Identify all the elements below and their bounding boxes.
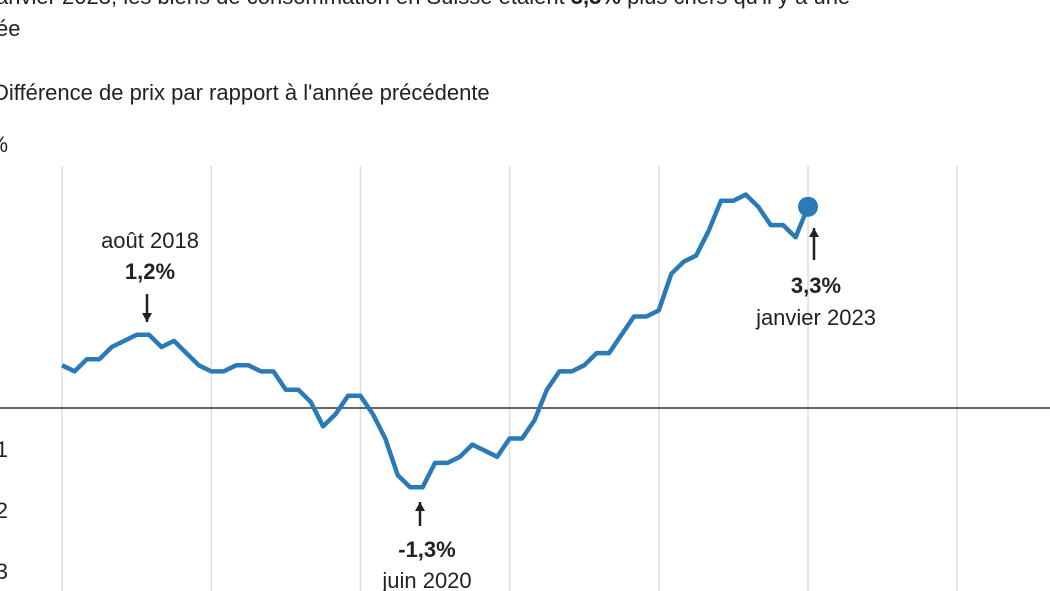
annotation-date: août 2018 <box>101 228 199 253</box>
annotation-value: -1,3% <box>398 537 455 562</box>
end-dot <box>798 196 819 217</box>
subtitle: Différence de prix par rapport à l'année… <box>0 80 490 105</box>
y-tick-label: -3 <box>0 559 8 584</box>
intro-text: ée <box>0 16 20 41</box>
intro: anvier 2023, les biens de consommation e… <box>0 0 850 9</box>
y-tick-label: -2 <box>0 498 8 523</box>
annotation-date: juin 2020 <box>381 568 471 591</box>
intro-text: plus chers qu'il y a une <box>621 0 850 9</box>
y-tick-label: 4% <box>0 132 8 157</box>
line <box>61 192 811 490</box>
annotation-date: janvier 2023 <box>755 305 876 330</box>
intro-bold: 3,3% <box>571 0 621 9</box>
annotation-value: 3,3% <box>791 273 841 298</box>
annotation-value: 1,2% <box>125 259 175 284</box>
intro-text: anvier 2023, les biens de consommation e… <box>0 0 571 9</box>
arrow-head <box>142 313 152 322</box>
arrow-head <box>809 228 819 237</box>
y-tick-label: -1 <box>0 437 8 462</box>
arrow-head <box>415 502 425 511</box>
